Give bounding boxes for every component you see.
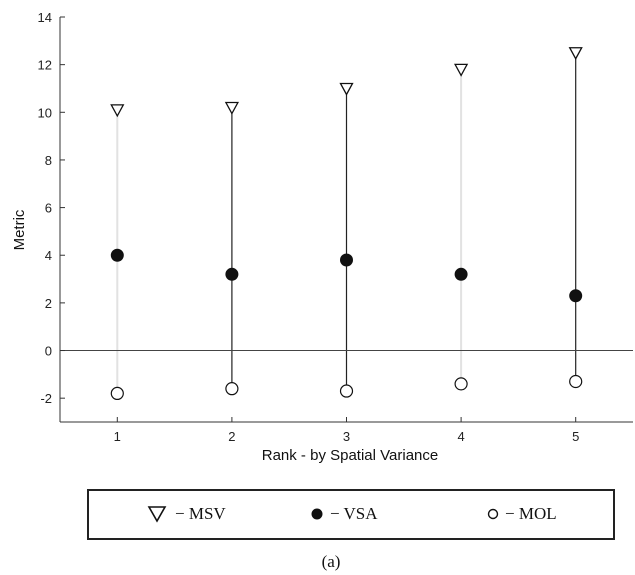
legend-label-vsa: − VSA (330, 504, 378, 523)
vsa-marker (225, 267, 239, 281)
msv-marker (339, 82, 354, 96)
figure-caption: (a) (322, 552, 341, 571)
legend-entry-mol: − MOL (487, 504, 557, 523)
data-markers (110, 47, 583, 401)
vsa-marker (340, 253, 353, 267)
legend: − MSV − VSA − MOL (87, 489, 615, 540)
y-tick-label: 0 (45, 344, 52, 359)
y-tick-label: 8 (45, 153, 52, 168)
legend-open-circle-icon (487, 508, 499, 520)
vsa-marker (454, 267, 468, 281)
legend-triangle-icon (147, 506, 167, 523)
y-tick-label: 12 (38, 58, 52, 73)
legend-label-msv: − MSV (175, 504, 226, 523)
x-tick-label: 4 (457, 429, 464, 444)
x-tick-label: 5 (572, 429, 579, 444)
legend-label-mol: − MOL (505, 504, 557, 523)
legend-entry-vsa: − VSA (311, 504, 378, 523)
mol-marker (454, 377, 468, 391)
msv-marker (454, 63, 469, 77)
msv-marker (110, 104, 125, 118)
y-tick-label: 14 (38, 10, 52, 25)
x-axis-label: Rank - by Spatial Variance (262, 447, 438, 464)
x-tick-label: 3 (343, 429, 350, 444)
y-tick-label: 10 (38, 105, 52, 120)
msv-marker (224, 101, 239, 115)
y-tick-label: -2 (40, 391, 52, 406)
vsa-marker (110, 248, 124, 262)
y-tick-label: 6 (45, 201, 52, 216)
legend-filled-circle-icon (311, 508, 323, 520)
vsa-marker (569, 289, 583, 303)
y-tick-label: 4 (45, 248, 52, 263)
x-tick-label: 2 (228, 429, 235, 444)
legend-box (87, 489, 615, 540)
y-axis-label: Metric (11, 209, 28, 250)
msv-marker (568, 47, 583, 61)
mol-marker (225, 382, 239, 396)
legend-entry-msv: − MSV (147, 504, 226, 523)
mol-marker (110, 386, 124, 401)
mol-marker (339, 384, 354, 398)
x-tick-label: 1 (114, 429, 121, 444)
y-tick-label: 2 (45, 296, 52, 311)
mol-marker (569, 374, 583, 389)
